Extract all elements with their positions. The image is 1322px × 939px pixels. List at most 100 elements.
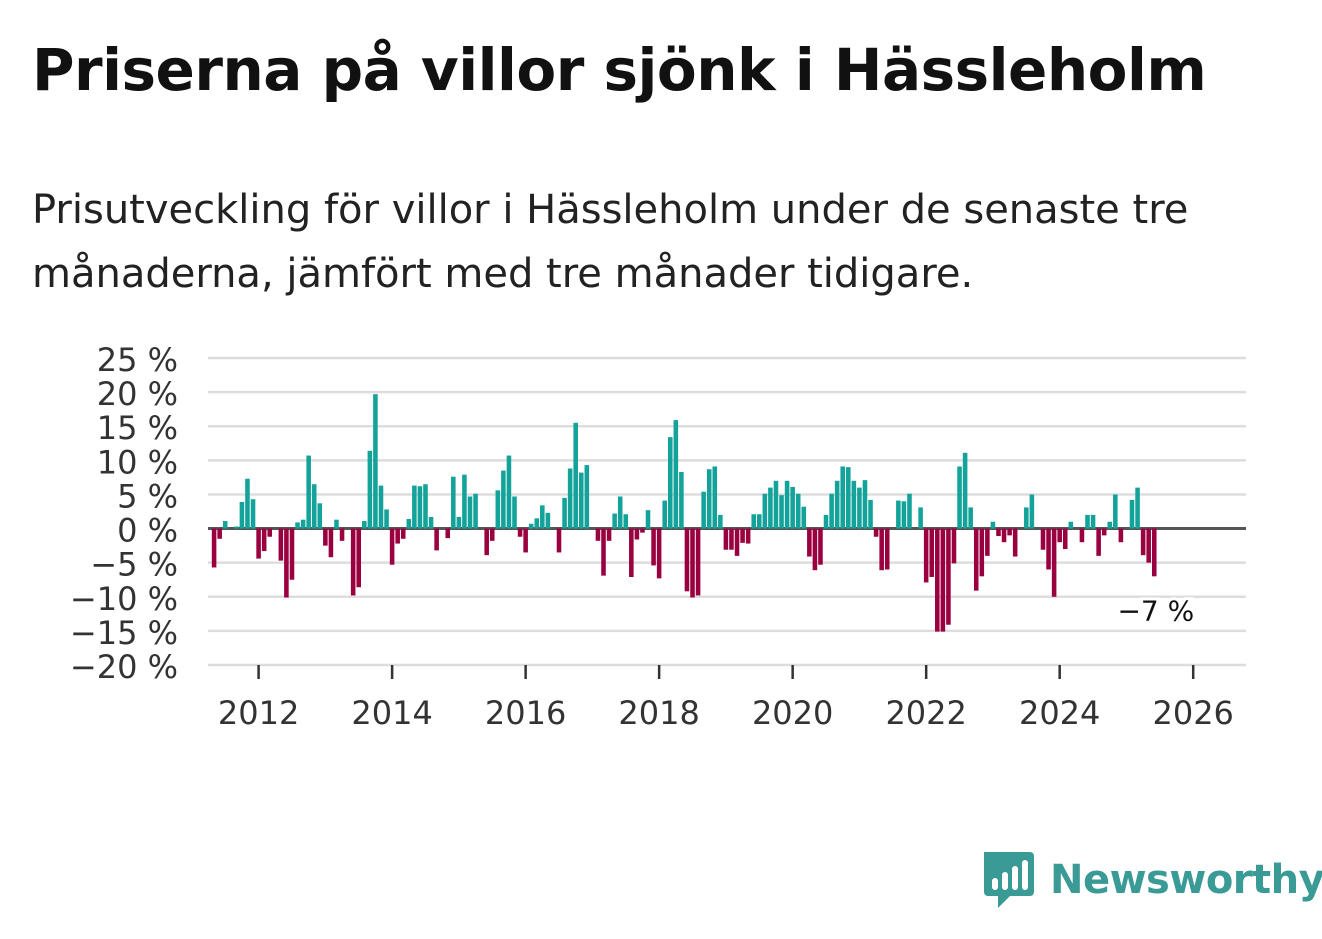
bar [506, 455, 512, 529]
bar [339, 528, 345, 541]
bar [840, 466, 845, 529]
bar [306, 455, 311, 529]
bar [829, 493, 834, 529]
bar [873, 528, 879, 537]
bar [896, 500, 901, 529]
bar [1040, 528, 1046, 550]
bar [445, 528, 451, 539]
bar [595, 528, 601, 541]
bar [1129, 499, 1135, 529]
bar [362, 521, 367, 529]
bar [879, 528, 884, 571]
bar [406, 519, 412, 529]
bar [706, 469, 712, 529]
bar [323, 528, 328, 546]
bar [534, 518, 540, 529]
bar [378, 485, 384, 529]
y-tick-label: 0 % [117, 512, 178, 550]
bar [501, 470, 506, 529]
bar [985, 528, 990, 556]
bar [729, 528, 734, 550]
bar [1057, 528, 1062, 543]
bar [795, 493, 801, 529]
bar [217, 528, 222, 539]
bar [940, 528, 946, 632]
bar [350, 528, 356, 596]
bar [250, 499, 256, 529]
bar [640, 528, 645, 533]
bar [801, 506, 807, 529]
bar [467, 496, 473, 529]
bar [562, 497, 567, 529]
bar [923, 528, 929, 583]
bar [740, 528, 745, 543]
bar [1046, 528, 1051, 570]
bar [1024, 507, 1029, 529]
bar [645, 510, 651, 529]
bar [434, 528, 439, 551]
x-tick-label: 2014 [351, 694, 432, 732]
bar [651, 528, 656, 566]
bar [862, 480, 868, 529]
y-tick-label: 5 % [117, 477, 178, 515]
bar [823, 514, 829, 529]
bar [328, 528, 334, 558]
bar [762, 493, 768, 529]
bar [667, 437, 673, 529]
bar [807, 528, 812, 557]
y-tick-label: 25 % [97, 341, 178, 379]
bar [768, 487, 773, 529]
chart-title: Priserna på villor sjönk i Hässleholm [32, 36, 1207, 104]
bar [234, 526, 239, 529]
x-tick-label: 2016 [485, 694, 566, 732]
x-axis: 2012 2014 2016 2018 2020 2022 2024 2026 [208, 664, 1246, 732]
y-tick-label: 15 % [97, 409, 178, 447]
bar [1012, 528, 1018, 557]
bar [907, 493, 912, 529]
bar [784, 480, 790, 529]
gridlines [208, 356, 1246, 667]
bar [423, 484, 428, 529]
bar [256, 528, 261, 559]
bar [373, 394, 378, 529]
chart-subtitle: Prisutveckling för villor i Hässleholm u… [32, 187, 1189, 297]
last-value-label: −7 % [1117, 594, 1194, 627]
bar [545, 512, 551, 529]
bar [289, 528, 295, 580]
y-tick-label: −15 % [70, 614, 178, 652]
bar [540, 505, 545, 529]
bar [751, 514, 756, 529]
bar [412, 485, 417, 529]
bar-chart-speech-bubble-icon [984, 852, 1034, 908]
bar [757, 514, 762, 529]
bar [846, 467, 851, 529]
bar [634, 528, 640, 540]
bar [473, 493, 478, 529]
bar [918, 507, 923, 529]
bar [629, 528, 634, 577]
bar [367, 450, 373, 529]
bar [484, 528, 489, 556]
bar [584, 465, 590, 529]
bar [451, 476, 456, 529]
y-tick-label: 20 % [97, 375, 178, 413]
bar [1001, 528, 1007, 543]
bar [334, 519, 339, 529]
y-tick-label: 10 % [97, 443, 178, 481]
bar [211, 528, 217, 568]
bar [1085, 514, 1090, 529]
bar [417, 486, 423, 529]
bar [996, 528, 1001, 537]
bar [851, 480, 857, 529]
bar [701, 491, 706, 529]
bar [384, 509, 389, 529]
x-tick-label: 2018 [618, 694, 699, 732]
bar [278, 528, 284, 561]
bar [929, 528, 935, 577]
bar-chart: 25 %20 %15 %10 %5 %0 %−5 %−10 %−15 %−20 … [70, 341, 1246, 732]
bar [857, 487, 862, 529]
bar [1101, 528, 1107, 536]
bar [1146, 528, 1151, 563]
bar [567, 468, 573, 529]
bar [456, 516, 462, 529]
